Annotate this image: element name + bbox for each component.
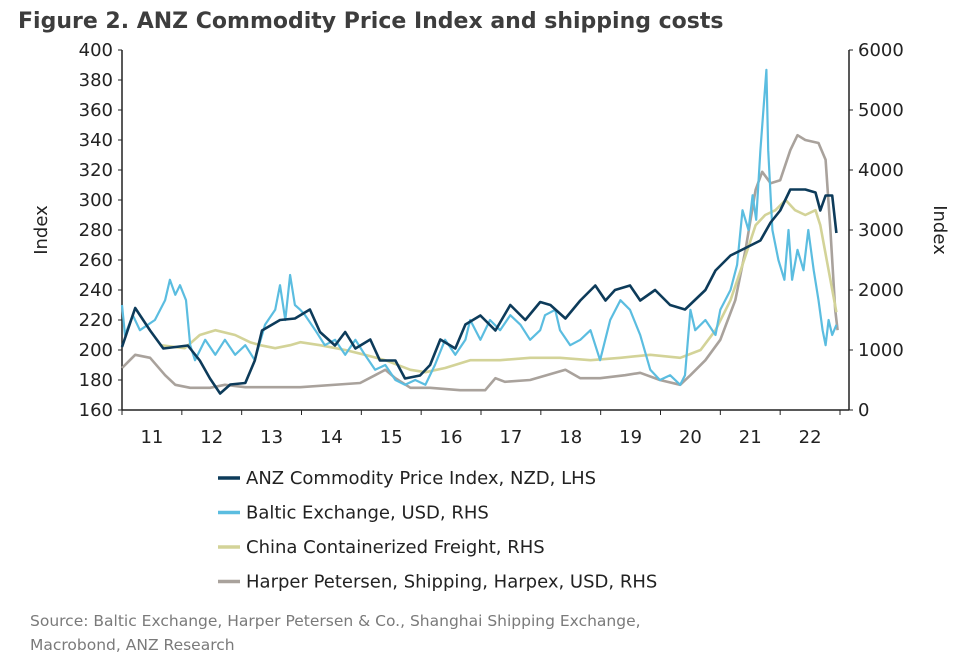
y-axis-left-label: Index: [31, 205, 52, 255]
y-axis-right-label: Index: [929, 205, 950, 255]
y-left-tick-label: 320: [79, 160, 113, 181]
y-right-tick-label: 2000: [858, 280, 904, 301]
x-tick-label: 15: [380, 427, 403, 448]
y-left-tick-label: 160: [79, 400, 113, 421]
y-left-tick-label: 380: [79, 70, 113, 91]
x-tick-label: 14: [320, 427, 343, 448]
y-right-tick-label: 1000: [858, 340, 904, 361]
x-tick-label: 13: [260, 427, 283, 448]
legend-label: ANZ Commodity Price Index, NZD, LHS: [246, 468, 596, 489]
source-line-2: Macrobond, ANZ Research: [30, 636, 235, 654]
y-left-tick-label: 260: [79, 250, 113, 271]
legend-label: Harper Petersen, Shipping, Harpex, USD, …: [246, 572, 657, 593]
x-tick-label: 21: [739, 427, 762, 448]
series-line-2: [160, 198, 838, 374]
source-line-1: Source: Baltic Exchange, Harper Petersen…: [30, 612, 641, 630]
y-left-tick-label: 300: [79, 190, 113, 211]
y-left-tick-label: 360: [79, 100, 113, 121]
y-left-tick-label: 240: [79, 280, 113, 301]
x-tick-label: 22: [799, 427, 822, 448]
series-line-1: [120, 68, 838, 386]
legend-label: China Containerized Freight, RHS: [246, 537, 545, 558]
plot-area: [120, 68, 839, 395]
x-tick-label: 12: [200, 427, 223, 448]
y-left-tick-label: 180: [79, 370, 113, 391]
y-left-tick-label: 220: [79, 310, 113, 331]
series-line-3: [121, 133, 839, 392]
x-tick-label: 19: [619, 427, 642, 448]
y-right-tick-label: 6000: [858, 40, 904, 61]
x-tick-label: 17: [499, 427, 522, 448]
x-tick-label: 20: [679, 427, 702, 448]
y-left-tick-label: 400: [79, 40, 113, 61]
y-left-tick-label: 280: [79, 220, 113, 241]
x-tick-label: 16: [440, 427, 463, 448]
y-right-tick-label: 5000: [858, 100, 904, 121]
y-right-tick-label: 0: [858, 400, 869, 421]
series-line-0: [120, 188, 838, 395]
y-left-tick-label: 200: [79, 340, 113, 361]
y-left-tick-label: 340: [79, 130, 113, 151]
chart-title: Figure 2. ANZ Commodity Price Index and …: [18, 9, 724, 34]
legend: ANZ Commodity Price Index, NZD, LHS Balti…: [218, 468, 657, 593]
legend-label: Baltic Exchange, USD, RHS: [246, 503, 489, 524]
x-tick-label: 18: [559, 427, 582, 448]
y-right-tick-label: 3000: [858, 220, 904, 241]
y-right-tick-label: 4000: [858, 160, 904, 181]
axes: 4003803603403203002802602402202001801606…: [79, 40, 904, 448]
x-tick-label: 11: [140, 427, 163, 448]
